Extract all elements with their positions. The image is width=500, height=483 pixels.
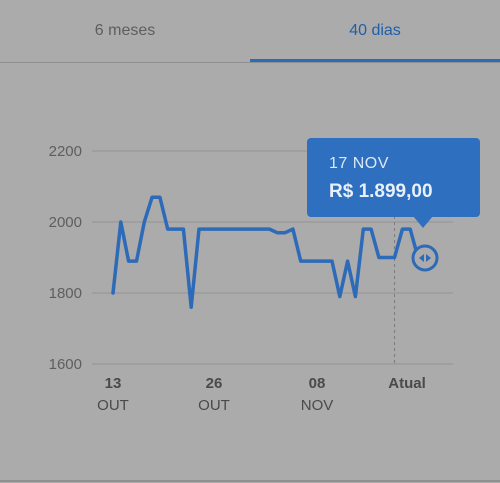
- y-tick-label: 1800: [49, 285, 82, 302]
- tab-label: 6 meses: [94, 22, 156, 39]
- price-tooltip: 17 NOV R$ 1.899,00: [307, 138, 480, 217]
- bottom-divider: [0, 480, 500, 482]
- tab-label: 40 dias: [349, 22, 401, 39]
- tooltip-date: 17 NOV: [329, 155, 389, 172]
- x-tick-label: 08: [309, 375, 326, 392]
- scrub-handle-ring: [411, 244, 439, 272]
- period-tabs: 6 meses 40 dias: [0, 0, 500, 63]
- active-tab-indicator: [250, 59, 500, 62]
- tab-6-months[interactable]: 6 meses: [0, 0, 250, 62]
- arrow-left-icon: [419, 254, 424, 262]
- y-tick-label: 1600: [49, 356, 82, 373]
- tooltip-pointer: [413, 216, 433, 228]
- tooltip-price: R$ 1.899,00: [329, 181, 433, 202]
- price-series-line: [111, 195, 420, 309]
- tab-40-days[interactable]: 40 dias: [250, 0, 500, 62]
- y-tick-label: 2000: [49, 214, 82, 231]
- y-tick-label: 2200: [49, 143, 82, 160]
- x-tick-month-label: OUT: [198, 397, 230, 414]
- x-tick-label: Atual: [388, 375, 426, 392]
- scrub-handle-icon[interactable]: [411, 244, 439, 272]
- x-tick-month-label: OUT: [97, 397, 129, 414]
- x-tick-label: 26: [206, 375, 223, 392]
- x-tick-month-label: NOV: [301, 397, 334, 414]
- arrow-right-icon: [426, 254, 431, 262]
- x-tick-label: 13: [105, 375, 122, 392]
